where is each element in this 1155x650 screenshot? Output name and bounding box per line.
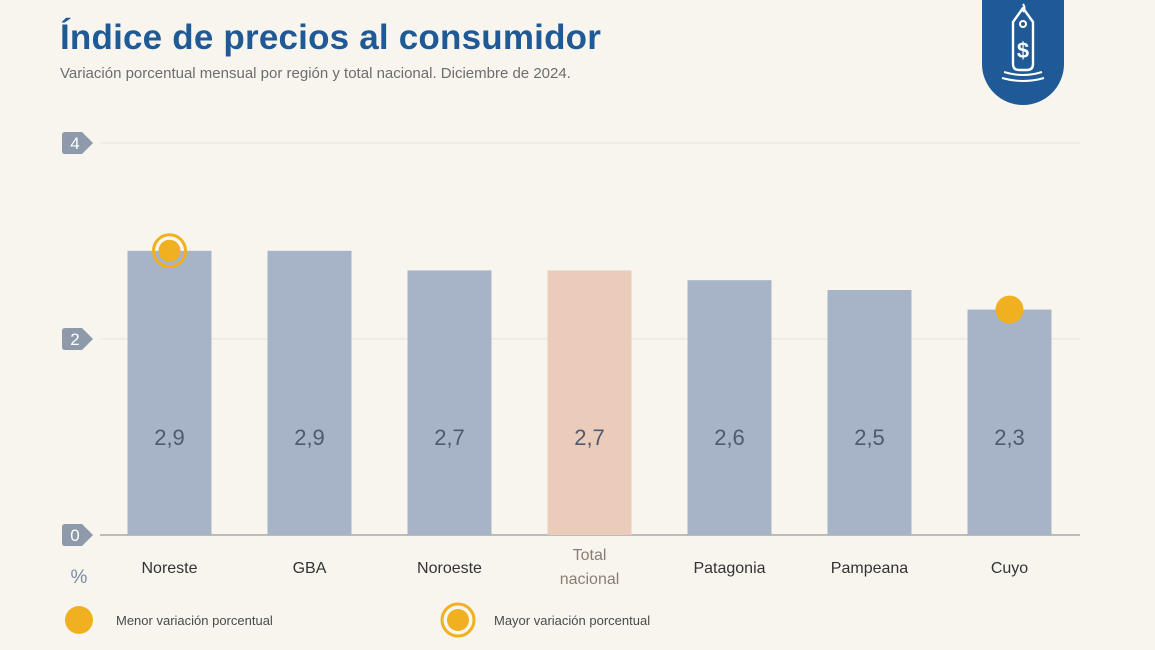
bar-value-label: 2,7	[574, 425, 605, 450]
bar	[687, 280, 772, 535]
bar	[127, 250, 212, 536]
y-tick-label: 4	[70, 134, 79, 153]
y-tick-badge	[62, 524, 93, 546]
bar	[967, 309, 1052, 535]
bar-value-label: 2,5	[854, 425, 885, 450]
bar-value-label: 2,9	[154, 425, 185, 450]
page-subtitle: Variación porcentual mensual por región …	[60, 65, 571, 82]
legend-max-marker	[447, 609, 469, 631]
bar-total	[547, 270, 632, 535]
bar-value-label: 2,9	[294, 425, 325, 450]
y-tick-label: 0	[70, 526, 79, 545]
y-unit-label: %	[71, 567, 88, 588]
legend-min-marker	[65, 606, 93, 634]
max-marker-ring	[152, 233, 187, 269]
x-category-label: GBA	[293, 560, 327, 577]
legend-max-marker-ring	[440, 602, 476, 638]
bar-value-label: 2,7	[434, 425, 465, 450]
y-tick-badge	[62, 328, 93, 350]
x-category-label: Pampeana	[831, 560, 908, 577]
x-category-label: Noreste	[141, 560, 197, 577]
x-category-label: Total nacional	[560, 547, 620, 588]
x-category-label: Patagonia	[693, 560, 765, 577]
x-category-label: Cuyo	[991, 560, 1028, 577]
bar	[827, 290, 912, 535]
legend-label: Mayor variación porcentual	[494, 613, 650, 628]
svg-text:$: $	[1017, 38, 1029, 63]
y-tick-badge	[62, 132, 93, 154]
price-tag-dollar-icon: $	[982, 0, 1064, 105]
legend-label: Menor variación porcentual	[116, 613, 273, 628]
bar	[267, 250, 352, 536]
min-marker	[995, 295, 1024, 324]
bar	[407, 270, 492, 535]
y-tick-label: 2	[70, 330, 79, 349]
bar-value-label: 2,3	[994, 425, 1025, 450]
bar-value-label: 2,6	[714, 425, 745, 450]
page-title: Índice de precios al consumidor	[60, 18, 602, 57]
max-marker	[158, 239, 181, 262]
x-category-label: Noroeste	[417, 560, 482, 577]
